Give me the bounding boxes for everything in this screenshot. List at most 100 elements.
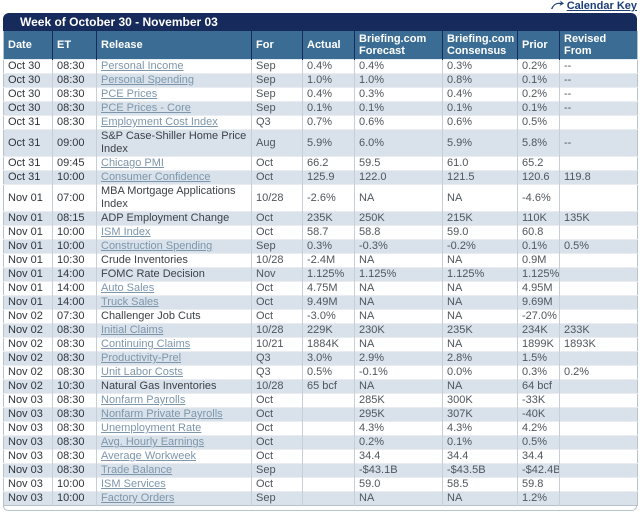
release-link[interactable]: PCE Prices - Core — [101, 102, 191, 115]
cell-date: Oct 30 — [3, 73, 53, 88]
table-row: Nov 03 08:30 Trade Balance Sep -$43.1B -$43.5… — [3, 463, 638, 478]
cell-date: Nov 03 — [3, 463, 53, 478]
release-link[interactable]: Nonfarm Private Payrolls — [101, 408, 223, 421]
cell-revised — [559, 393, 638, 408]
release-link[interactable]: Chicago PMI — [101, 157, 164, 170]
cell-for: Oct — [251, 477, 303, 492]
cell-forecast: 1.0% — [354, 73, 443, 88]
cell-revised — [559, 253, 638, 268]
cell-forecast: 0.4% — [354, 59, 443, 74]
cell-release: Continuing Claims — [96, 337, 252, 352]
cell-release: Trade Balance — [96, 463, 252, 478]
cell-consensus: 0.3% — [442, 59, 518, 74]
release-link[interactable]: Consumer Confidence — [101, 171, 211, 184]
release-link[interactable]: Personal Income — [101, 60, 184, 73]
cell-actual: 0.4% — [302, 59, 355, 74]
release-link[interactable]: Truck Sales — [101, 296, 159, 309]
cell-forecast: 0.1% — [354, 101, 443, 116]
release-link[interactable]: Unit Labor Costs — [101, 366, 183, 379]
cell-actual: -3.0% — [302, 309, 355, 324]
release-link[interactable]: Construction Spending — [101, 240, 213, 253]
cell-for: Oct — [251, 211, 303, 226]
cell-et: 08:30 — [52, 463, 97, 478]
cell-actual: 0.4% — [302, 87, 355, 102]
cell-revised — [559, 184, 638, 212]
cell-consensus: 0.1% — [442, 101, 518, 116]
cell-for: Oct — [251, 170, 303, 185]
table-row: Oct 30 08:30 PCE Prices Sep 0.4% 0.3% 0.4% 0.2%… — [3, 87, 638, 102]
cell-for: 10/28 — [251, 379, 303, 394]
table-row: Nov 03 08:30 Unemployment Rate Oct 4.3% 4.3% 4… — [3, 421, 638, 436]
economic-calendar: Week of October 30 - November 03 Date ET… — [3, 13, 638, 511]
cell-revised — [559, 491, 638, 506]
release-link[interactable]: Personal Spending — [101, 74, 194, 87]
cell-release: ADP Employment Change — [96, 211, 252, 226]
cell-prior: 4.2% — [517, 421, 560, 436]
cell-revised: 0.5% — [559, 239, 638, 254]
table-row: Nov 03 08:30 Nonfarm Private Payrolls Oct 29… — [3, 407, 638, 422]
release-link[interactable]: Employment Cost Index — [101, 116, 218, 129]
release-link[interactable]: Continuing Claims — [101, 338, 191, 351]
cell-release: Productivity-Prel — [96, 351, 252, 366]
cell-for: Sep — [251, 73, 303, 88]
cell-et: 14:00 — [52, 267, 97, 282]
release-link[interactable]: Auto Sales — [101, 282, 155, 295]
cell-revised: 233K — [559, 323, 638, 338]
col-header-consensus: Briefing.com Consensus — [442, 31, 518, 60]
cell-for: Oct — [251, 449, 303, 464]
cell-et: 14:00 — [52, 281, 97, 296]
cell-prior: 60.8 — [517, 225, 560, 240]
cell-consensus: 5.9% — [442, 129, 518, 157]
cell-actual: 1884K — [302, 337, 355, 352]
cell-for: Q3 — [251, 365, 303, 380]
table-row: Nov 02 08:30 Initial Claims 10/28 229K 230K 23… — [3, 323, 638, 338]
cell-forecast: NA — [354, 253, 443, 268]
cell-date: Nov 01 — [3, 281, 53, 296]
cell-release: ISM Services — [96, 477, 252, 492]
cell-actual — [302, 463, 355, 478]
cell-et: 08:30 — [52, 73, 97, 88]
release-link[interactable]: Trade Balance — [101, 464, 173, 477]
cell-date: Nov 01 — [3, 239, 53, 254]
cell-for: Aug — [251, 129, 303, 157]
cell-consensus: 0.6% — [442, 115, 518, 130]
col-header-prior: Prior — [517, 31, 560, 60]
cell-for: Sep — [251, 87, 303, 102]
cell-for: 10/21 — [251, 337, 303, 352]
cell-prior: -4.6% — [517, 184, 560, 212]
release-link[interactable]: Nonfarm Payrolls — [101, 394, 186, 407]
cell-forecast: 0.2% — [354, 435, 443, 450]
cell-release: Challenger Job Cuts — [96, 309, 252, 324]
cell-et: 14:00 — [52, 295, 97, 310]
cell-date: Nov 03 — [3, 435, 53, 450]
release-link[interactable]: Factory Orders — [101, 492, 175, 505]
release-link[interactable]: ISM Services — [101, 478, 166, 491]
cell-actual: 9.49M — [302, 295, 355, 310]
cell-date: Nov 03 — [3, 491, 53, 506]
cell-date: Nov 03 — [3, 393, 53, 408]
cell-revised — [559, 225, 638, 240]
release-link[interactable]: Productivity-Prel — [101, 352, 182, 365]
cell-prior: 0.5% — [517, 435, 560, 450]
cell-date: Nov 01 — [3, 225, 53, 240]
cell-prior: 1.125% — [517, 267, 560, 282]
release-link[interactable]: Average Workweek — [101, 450, 196, 463]
release-link[interactable]: Avg. Hourly Earnings — [101, 436, 205, 449]
cell-et: 10:00 — [52, 170, 97, 185]
cell-date: Oct 30 — [3, 59, 53, 74]
cell-for: Oct — [251, 225, 303, 240]
cell-for: Oct — [251, 407, 303, 422]
release-link[interactable]: Initial Claims — [101, 324, 164, 337]
cell-revised — [559, 435, 638, 450]
cell-revised — [559, 281, 638, 296]
table-row: Nov 02 10:30 Natural Gas Inventories 10/28 6… — [3, 379, 638, 394]
cell-prior: 234K — [517, 323, 560, 338]
release-link[interactable]: Unemployment Rate — [101, 422, 202, 435]
release-link[interactable]: PCE Prices — [101, 88, 158, 101]
release-link[interactable]: ISM Index — [101, 226, 151, 239]
calendar-key-link[interactable]: Calendar Key — [550, 0, 637, 12]
cell-prior: 34.4 — [517, 449, 560, 464]
cell-forecast: 59.5 — [354, 156, 443, 171]
cell-release: Truck Sales — [96, 295, 252, 310]
cell-revised: 0.2% — [559, 365, 638, 380]
